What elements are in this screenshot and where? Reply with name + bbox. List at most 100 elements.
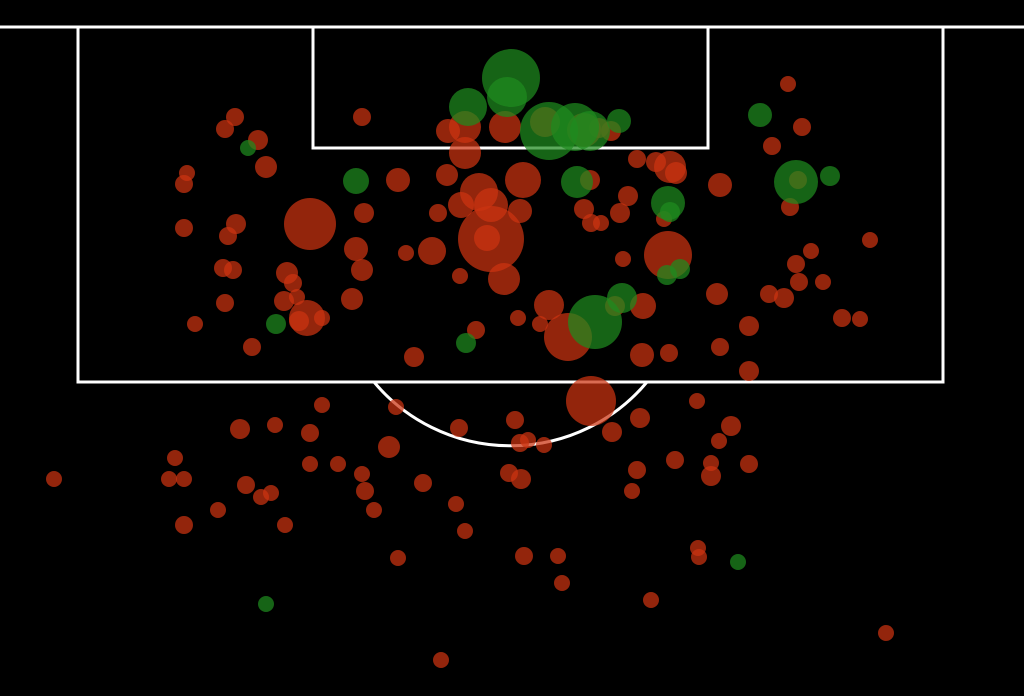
shot-goal-marker-12	[561, 166, 593, 198]
shot-marker-127	[740, 455, 758, 473]
shot-marker-11	[226, 108, 244, 126]
shot-marker-122	[701, 466, 721, 486]
shot-marker-124	[691, 549, 707, 565]
shot-goal-marker-14	[660, 202, 680, 222]
shot-marker-1	[161, 471, 177, 487]
shot-marker-81	[515, 547, 533, 565]
shot-marker-41	[351, 259, 373, 281]
shot-goal-marker-16	[670, 259, 690, 279]
shot-marker-126	[739, 361, 759, 381]
shot-marker-119	[711, 433, 727, 449]
six-yard-box	[311, 25, 710, 150]
shot-marker-49	[378, 436, 400, 458]
shot-marker-29	[274, 291, 294, 311]
shot-marker-59	[436, 164, 458, 186]
shot-marker-142	[878, 625, 894, 641]
shot-marker-65	[488, 263, 520, 295]
shot-marker-44	[356, 482, 374, 500]
shot-marker-9	[210, 502, 226, 518]
shots-no-goal-series	[46, 76, 894, 668]
shot-marker-96	[610, 203, 630, 223]
penalty-arc	[372, 381, 649, 448]
shot-marker-135	[790, 273, 808, 291]
shot-marker-55	[429, 204, 447, 222]
shot-marker-4	[175, 516, 193, 534]
shot-marker-15	[219, 227, 237, 245]
shot-marker-30	[289, 289, 305, 305]
shot-marker-7	[175, 219, 193, 237]
shot-marker-134	[787, 255, 805, 273]
shot-marker-107	[630, 343, 654, 367]
shot-marker-21	[237, 476, 255, 494]
shot-marker-128	[780, 76, 796, 92]
shot-marker-104	[615, 251, 631, 267]
shot-marker-86	[566, 376, 616, 426]
shot-marker-111	[628, 461, 646, 479]
shot-marker-45	[366, 502, 382, 518]
shot-marker-33	[314, 310, 330, 326]
shot-marker-6	[179, 165, 195, 181]
shot-marker-58	[449, 137, 481, 169]
shot-marker-137	[760, 285, 778, 303]
shot-marker-80	[511, 469, 531, 489]
shot-marker-125	[739, 316, 759, 336]
shot-marker-138	[815, 274, 831, 290]
shot-marker-136	[774, 288, 794, 308]
shot-marker-3	[176, 471, 192, 487]
shot-marker-20	[230, 419, 250, 439]
shot-marker-64	[474, 225, 500, 251]
shot-marker-141	[862, 232, 878, 248]
shot-goal-marker-0	[240, 140, 256, 156]
shot-marker-2	[167, 450, 183, 466]
shot-marker-46	[386, 168, 410, 192]
shot-marker-66	[452, 268, 468, 284]
shot-marker-78	[536, 437, 552, 453]
shot-goal-marker-20	[774, 160, 818, 204]
shot-marker-97	[618, 186, 638, 206]
shot-marker-110	[630, 408, 650, 428]
shot-goal-marker-17	[568, 295, 622, 349]
shot-marker-83	[534, 290, 564, 320]
shot-marker-51	[390, 550, 406, 566]
shot-marker-130	[763, 137, 781, 155]
shot-marker-8	[187, 316, 203, 332]
shot-marker-70	[457, 523, 473, 539]
shot-marker-120	[721, 416, 741, 436]
shot-marker-93	[574, 199, 594, 219]
shot-marker-37	[330, 456, 346, 472]
shot-marker-25	[277, 517, 293, 533]
pitch-markings	[0, 25, 1024, 448]
shot-marker-114	[708, 173, 732, 197]
shot-goal-marker-4	[456, 333, 476, 353]
shot-goal-marker-21	[820, 166, 840, 186]
shot-marker-13	[255, 156, 277, 178]
shot-marker-67	[467, 321, 485, 339]
shot-marker-98	[628, 150, 646, 168]
shot-marker-68	[450, 419, 468, 437]
shot-marker-95	[593, 215, 609, 231]
shot-goal-marker-5	[449, 88, 487, 126]
shot-marker-117	[689, 393, 705, 409]
shot-marker-19	[243, 338, 261, 356]
shot-marker-28	[284, 274, 302, 292]
shot-goal-marker-1	[266, 314, 286, 334]
shot-marker-116	[711, 338, 729, 356]
shot-marker-42	[341, 288, 363, 310]
shot-marker-118	[666, 451, 684, 469]
shot-marker-50	[404, 347, 424, 367]
shot-marker-75	[506, 411, 524, 429]
shot-marker-26	[284, 198, 336, 250]
shot-marker-10	[216, 120, 234, 138]
shot-marker-72	[505, 162, 541, 198]
shot-goal-marker-3	[343, 168, 369, 194]
shot-marker-133	[803, 243, 819, 259]
shot-marker-32	[289, 311, 309, 331]
shot-marker-52	[414, 474, 432, 492]
shot-goal-marker-11	[607, 109, 631, 133]
shot-marker-69	[448, 496, 464, 512]
shot-marker-112	[624, 483, 640, 499]
shot-marker-73	[508, 199, 532, 223]
shots-goal-series	[240, 49, 840, 612]
shot-marker-18	[216, 294, 234, 312]
shot-marker-38	[353, 108, 371, 126]
